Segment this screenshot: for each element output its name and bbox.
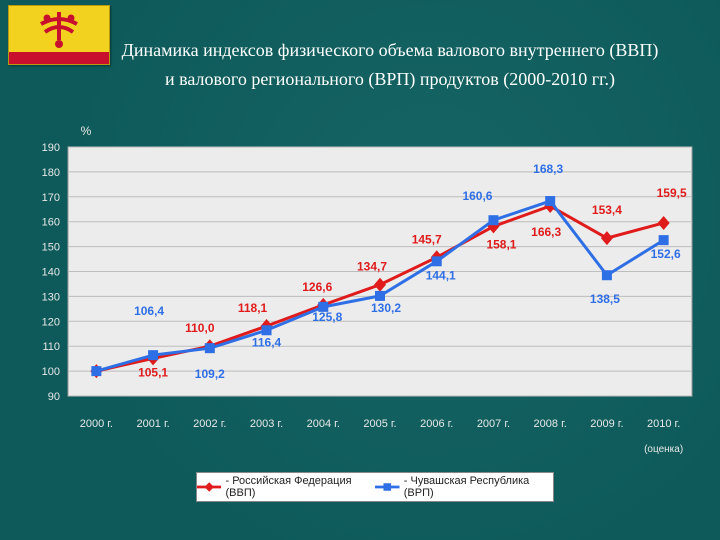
x-tick-label: 2000 г.	[80, 418, 113, 430]
data-point-chr	[658, 235, 669, 246]
data-point-chr	[488, 215, 499, 226]
y-tick-label: 160	[42, 217, 60, 229]
data-label-chr: 144,1	[426, 268, 456, 282]
y-tick-label: 150	[42, 242, 60, 254]
flag-red-stripe	[9, 52, 109, 64]
legend-swatch-rf	[197, 482, 222, 492]
x-tick-label: 2007 г.	[477, 418, 510, 430]
flag-emblem-icon	[40, 12, 78, 48]
data-point-chr	[318, 301, 329, 312]
data-label-chr: 130,2	[371, 301, 401, 315]
x-tick-label: 2004 г.	[307, 418, 340, 430]
x-tick-label: 2010 г.	[647, 418, 680, 430]
x-tick-label: 2005 г.	[363, 418, 396, 430]
data-point-chr	[148, 350, 159, 361]
data-point-chr	[261, 325, 272, 336]
legend-item-rf: - Российская Федерация (ВВП)	[197, 475, 375, 499]
data-label-rf: 105,1	[138, 365, 168, 379]
data-label-chr: 106,4	[134, 304, 164, 318]
data-point-rf	[374, 277, 386, 292]
y-tick-label: 110	[42, 341, 60, 353]
chuvash-flag-logo	[8, 5, 110, 65]
x-tick-label: 2003 г.	[250, 418, 283, 430]
data-point-chr	[204, 343, 215, 354]
data-label-chr: 168,3	[533, 162, 563, 176]
chart-legend: - Российская Федерация (ВВП) - Чувашская…	[196, 472, 554, 502]
line-chart: 90 100 110 120 130 140 150 160 170 180 190% 2000 г.…	[42, 124, 693, 455]
y-tick-label: 190	[42, 142, 60, 154]
data-label-rf: 153,4	[592, 203, 622, 217]
data-label-rf: 145,7	[412, 232, 442, 246]
data-label-rf: 166,3	[531, 225, 561, 239]
data-label-rf: 159,5	[657, 186, 687, 200]
data-label-rf: 110,0	[185, 321, 215, 335]
data-label-rf: 158,1	[486, 237, 516, 251]
legend-label-rf: - Российская Федерация (ВВП)	[225, 475, 352, 499]
data-label-chr: 160,6	[462, 189, 492, 203]
legend-swatch-chr	[375, 483, 400, 491]
x-tick-label: 2009 г.	[590, 418, 623, 430]
data-point-rf	[600, 231, 613, 246]
y-tick-label: 100	[42, 366, 60, 378]
y-tick-label: 140	[42, 267, 60, 279]
data-label-chr: 138,5	[590, 292, 620, 306]
data-point-chr	[545, 196, 556, 207]
data-point-chr	[375, 290, 385, 301]
y-tick-label: 130	[42, 291, 60, 303]
data-point-rf	[657, 215, 670, 230]
data-label-chr: 152,6	[651, 247, 681, 261]
data-label-rf: 118,1	[238, 301, 268, 315]
y-tick-label: 90	[48, 391, 60, 403]
data-point-chr	[431, 256, 442, 267]
y-tick-label: 180	[42, 167, 60, 179]
legend-label-chr: - Чувашская Республика (ВРП)	[403, 475, 530, 499]
y-tick-label: 170	[42, 192, 60, 204]
x-tick-label: 2002 г.	[193, 418, 226, 430]
chart-title: Динамика индексов физического объема вал…	[121, 40, 659, 89]
x-tick-label: 2001 г.	[136, 418, 169, 430]
data-point-chr	[91, 366, 102, 377]
x-tick-label: 2008 г.	[534, 418, 567, 430]
y-tick-label: 120	[42, 316, 60, 328]
x-tick-label: 2006 г.	[420, 418, 453, 430]
data-point-chr	[601, 270, 612, 281]
data-label-chr: 116,4	[252, 335, 282, 349]
x-tick-note: (оценка)	[644, 444, 683, 455]
y-axis-label: %	[81, 124, 92, 138]
data-label-chr: 125,8	[312, 310, 342, 324]
legend-item-chr: - Чувашская Республика (ВРП)	[375, 475, 553, 499]
data-label-rf: 134,7	[357, 260, 387, 274]
data-label-chr: 109,2	[195, 367, 225, 381]
data-label-rf: 126,6	[302, 280, 332, 294]
